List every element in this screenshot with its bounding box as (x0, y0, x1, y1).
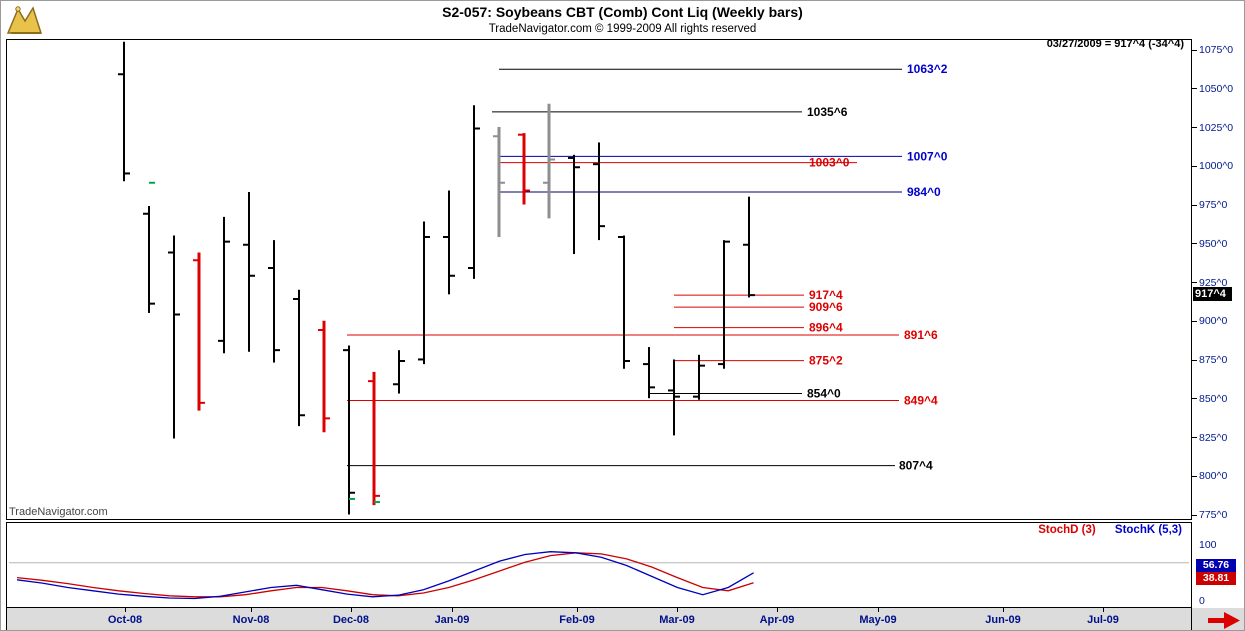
stochd-line (16, 552, 754, 598)
arrow-right-icon (1208, 612, 1240, 629)
month-label: Mar-09 (659, 614, 695, 626)
tick-mark (1192, 475, 1197, 477)
tick-mark (1192, 398, 1197, 400)
level-label: 1007^0 (907, 149, 948, 163)
month-tick (351, 608, 352, 612)
price-tick-label: 950^0 (1192, 238, 1227, 250)
level-label: 854^0 (807, 387, 841, 401)
price-tick-label: 900^0 (1192, 315, 1227, 327)
tick-mark (1192, 127, 1197, 129)
current-price-badge: 917^4 (1193, 287, 1232, 302)
level-label: 1003^0 (809, 156, 850, 170)
month-label: Feb-09 (559, 614, 595, 626)
price-tick-label: 775^0 (1192, 509, 1227, 521)
price-tick-label: 1000^0 (1192, 160, 1233, 172)
month-tick (1103, 608, 1104, 612)
month-label: Jun-09 (985, 614, 1021, 626)
month-label: Jul-09 (1087, 614, 1119, 626)
month-tick (125, 608, 126, 612)
month-tick (677, 608, 678, 612)
tick-mark (1192, 320, 1197, 322)
month-tick (1003, 608, 1004, 612)
price-tick-label: 925^0 (1192, 277, 1227, 289)
price-tick-label: 1050^0 (1192, 83, 1233, 95)
tick-mark (1192, 49, 1197, 51)
price-tick-label: 1075^0 (1192, 44, 1233, 56)
stochk-line (16, 551, 754, 600)
level-label: 875^2 (809, 354, 843, 368)
tick-mark (1192, 204, 1197, 206)
level-label: 1035^6 (807, 105, 848, 119)
tick-mark (1192, 282, 1197, 284)
month-label: Nov-08 (232, 614, 270, 626)
tick-mark (1192, 437, 1197, 439)
tick-mark (1192, 514, 1197, 516)
level-label: 909^6 (809, 300, 843, 314)
month-label: Oct-08 (107, 614, 143, 626)
month-label: Apr-09 (759, 614, 795, 626)
stochd-label: StochD (3) (1038, 524, 1096, 536)
tick-mark (1192, 243, 1197, 245)
price-tick-label: 1025^0 (1192, 122, 1233, 134)
watermark: TradeNavigator.com (9, 506, 108, 518)
price-tick-label: 825^0 (1192, 432, 1227, 444)
level-label: 1063^2 (907, 62, 948, 76)
stochk-label: StochK (5,3) (1114, 524, 1182, 536)
indicator-canvas[interactable] (7, 523, 1191, 607)
chart-title: S2-057: Soybeans CBT (Comb) Cont Liq (We… (442, 4, 803, 20)
tick-mark (1192, 88, 1197, 90)
level-label: 807^4 (899, 459, 933, 473)
month-tick (577, 608, 578, 612)
indicator-panel[interactable] (6, 522, 1192, 608)
price-tick-label: 975^0 (1192, 199, 1227, 211)
tradenavigator-logo-icon (6, 6, 43, 34)
time-axis: Oct-08 Nov-08 Dec-08 Jan-09 Feb-09 Mar-09 Apr-… (6, 608, 1192, 630)
month-label: May-09 (859, 614, 897, 626)
month-tick (452, 608, 453, 612)
level-label: 984^0 (907, 185, 941, 199)
price-axis: 1075^0 1050^0 1025^0 1000^0 975^0 950^0 925^0 9… (1192, 1, 1244, 630)
stochd-value-badge: 38.81 (1196, 572, 1236, 585)
stochk-value-badge: 56.76 (1196, 559, 1236, 572)
stoch-scale-100: 100 (1199, 539, 1217, 551)
level-label: 849^4 (904, 394, 938, 408)
level-label: 917^4 (809, 288, 843, 302)
month-tick (777, 608, 778, 612)
month-label: Dec-08 (332, 614, 370, 626)
price-tick-label: 850^0 (1192, 393, 1227, 405)
chart-subtitle: TradeNavigator.com © 1999-2009 All right… (488, 23, 757, 35)
scroll-right-button[interactable] (1206, 611, 1242, 630)
tick-mark (1192, 359, 1197, 361)
cursor-info: 03/27/2009 = 917^4 (-34^4) (1046, 38, 1184, 50)
month-label: Jan-09 (434, 614, 470, 626)
stoch-scale-0: 0 (1199, 595, 1205, 607)
indicator-legend: StochD (3) StochK (5,3) (1022, 524, 1182, 536)
price-tick-label: 875^0 (1192, 354, 1227, 366)
price-chart[interactable]: 1063^2 1035^6 1007^0 1003^0 984^0 917^4 909^6 8… (6, 39, 1192, 520)
level-label: 891^6 (904, 328, 938, 342)
level-label: 896^4 (809, 321, 843, 335)
price-tick-label: 800^0 (1192, 470, 1227, 482)
month-tick (878, 608, 879, 612)
tick-mark (1192, 165, 1197, 167)
month-tick (251, 608, 252, 612)
